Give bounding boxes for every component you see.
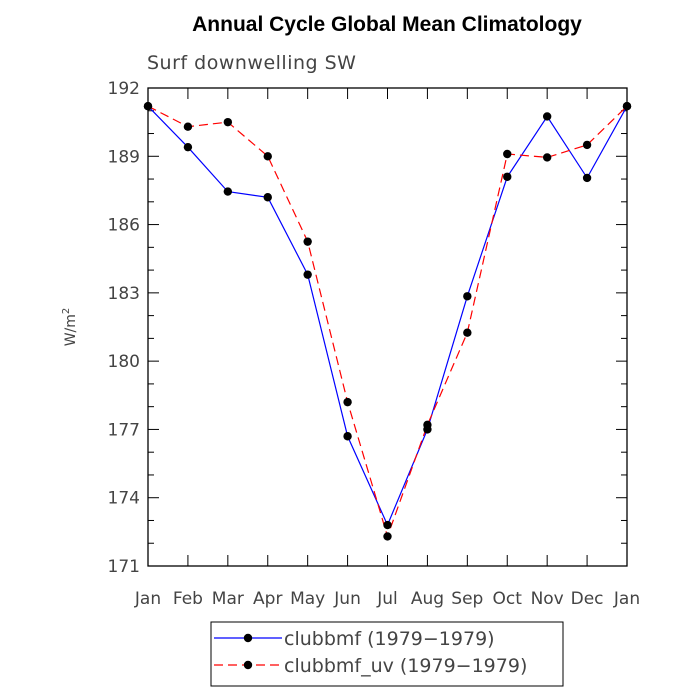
series-1-point — [503, 172, 512, 181]
x-tick-label: Jan — [613, 589, 640, 609]
y-axis-label-base: W/m — [63, 314, 79, 346]
y-tick-labels: 171 174 177 180 183 186 189 192 — [108, 79, 140, 577]
x-tick-label: Mar — [212, 589, 244, 609]
series-line-1 — [147, 105, 628, 527]
series-1-point — [183, 142, 193, 152]
series-line-2 — [147, 105, 628, 539]
series-2-point — [223, 117, 233, 127]
series-2-point — [503, 149, 512, 159]
x-tick-label: Aug — [411, 589, 444, 609]
x-tick-labels: Jan Feb Mar Apr May Jun Jul Aug Sep Oct Nov Dec Jan — [134, 589, 640, 609]
x-tick-label: Dec — [571, 589, 604, 609]
chart-subtitle: Surf downwelling SW — [147, 52, 356, 74]
x-tick-label: May — [290, 589, 325, 609]
legend-marker-1 — [243, 633, 253, 643]
series-2-point — [582, 140, 592, 150]
x-tick-label: Jan — [134, 589, 161, 609]
series-2-point — [622, 102, 632, 111]
y-axis-label: W/m2 — [61, 308, 79, 347]
y-tick-label: 174 — [108, 489, 140, 509]
series-2-point — [542, 153, 552, 162]
y-tick-label: 177 — [108, 420, 140, 440]
series-1-point — [223, 187, 233, 196]
legend-marker-2 — [243, 660, 253, 670]
y-axis-label-superscript: 2 — [61, 308, 72, 314]
legend-box — [210, 621, 564, 687]
plot-frame — [147, 87, 628, 567]
x-tick-label: Jul — [376, 589, 398, 609]
legend-label-2: clubbmf_uv (1979−1979) — [284, 655, 527, 677]
series-1-point — [542, 112, 552, 121]
y-tick-label: 192 — [108, 79, 140, 99]
series-2-point — [343, 397, 352, 407]
legend-label-1: clubbmf (1979−1979) — [284, 628, 495, 650]
x-tick-label: Nov — [531, 589, 564, 609]
legend: clubbmf (1979−1979) clubbmf_uv (1979−1979… — [210, 621, 564, 687]
axis-ticks — [147, 87, 628, 567]
series-1-point — [582, 173, 592, 183]
series-1-point — [343, 432, 352, 441]
y-tick-label: 183 — [108, 284, 140, 304]
series-1-point — [263, 193, 272, 202]
series-layer — [143, 102, 632, 541]
x-tick-label: Feb — [173, 589, 203, 609]
y-tick-label: 186 — [108, 216, 140, 236]
svg-text:W/m2: W/m2 — [61, 308, 79, 347]
y-tick-label: 171 — [108, 557, 140, 577]
y-tick-label: 180 — [108, 352, 140, 372]
series-2-point — [383, 532, 392, 541]
series-1-point — [383, 520, 392, 530]
series-1-point — [303, 270, 312, 279]
series-2-point — [463, 328, 472, 337]
y-tick-label: 189 — [108, 147, 140, 167]
series-2-point — [143, 102, 153, 111]
chart-title: Annual Cycle Global Mean Climatology — [192, 13, 582, 36]
series-2-point — [263, 152, 272, 161]
x-tick-label: Jun — [333, 589, 361, 609]
x-tick-label: Apr — [253, 589, 282, 609]
x-tick-label: Sep — [451, 589, 483, 609]
series-1-point — [463, 292, 472, 301]
series-2-point — [303, 237, 312, 246]
series-2-point — [183, 122, 193, 131]
series-2-point — [423, 420, 432, 430]
x-tick-label: Oct — [493, 589, 523, 609]
